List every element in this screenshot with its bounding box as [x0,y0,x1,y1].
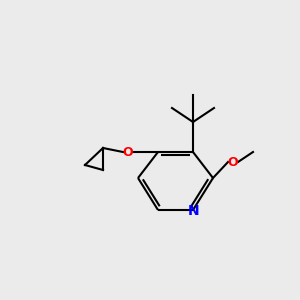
Text: O: O [228,155,238,169]
Text: O: O [123,146,133,158]
Text: N: N [188,204,200,218]
